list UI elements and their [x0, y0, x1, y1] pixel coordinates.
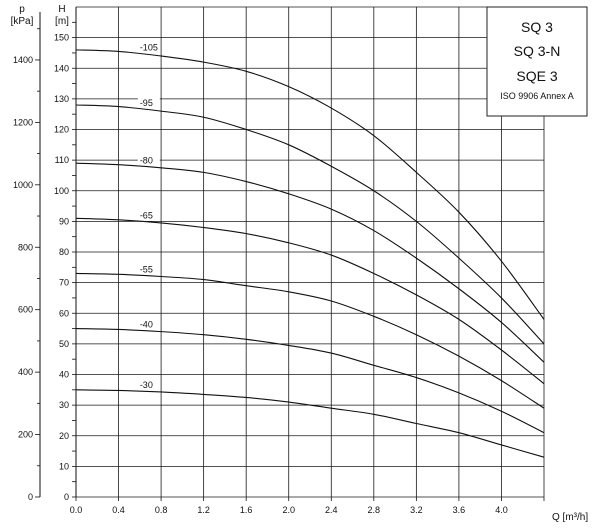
legend-standard: ISO 9906 Annex A — [500, 91, 574, 101]
head-axis-label-top: H — [58, 4, 65, 15]
head-tick-label: 110 — [55, 155, 69, 165]
pressure-tick-label: 800 — [18, 242, 33, 252]
curve-1 — [75, 104, 545, 345]
axes — [35, 7, 545, 501]
head-tick-label: 120 — [54, 125, 69, 135]
curve-label-1: -95 — [140, 98, 153, 108]
pressure-axis-label-top: p — [19, 4, 25, 15]
tick-labels: 0 10 20 30 40 50 60 70 80 90 100 110 120 130 140 150 0 20… — [13, 33, 508, 515]
curves: -105 -95 -80 -65 -55 -40 -30 — [75, 42, 545, 458]
head-tick-label: 20 — [59, 431, 69, 441]
legend-line-2: SQ 3-N — [514, 43, 561, 59]
x-tick-label: 1.2 — [197, 505, 210, 515]
head-tick-label: 50 — [59, 339, 69, 349]
pressure-tick-label: 0 — [28, 492, 33, 502]
head-tick-label: 60 — [59, 308, 69, 318]
pressure-tick-label: 400 — [18, 367, 33, 377]
curve-3 — [75, 217, 545, 385]
curve-label-background — [137, 97, 160, 108]
curve-label-3: -65 — [140, 210, 153, 220]
head-tick-label: 130 — [54, 94, 69, 104]
head-tick-label: 100 — [54, 186, 69, 196]
curve-label-4: -55 — [140, 264, 153, 274]
curve-label-background — [137, 380, 160, 391]
curve-0 — [75, 49, 545, 320]
x-tick-label: 0.8 — [155, 505, 168, 515]
pressure-axis-label-unit: [kPa] — [11, 16, 34, 27]
curve-label-background — [137, 264, 160, 275]
curve-label-5: -40 — [140, 320, 153, 330]
curve-6 — [75, 389, 545, 458]
curve-label-6: -30 — [140, 380, 153, 390]
x-tick-label: 0.0 — [70, 505, 83, 515]
curve-2 — [75, 162, 545, 363]
grid — [75, 6, 545, 498]
head-tick-label: 40 — [59, 370, 69, 380]
pressure-tick-label: 1000 — [13, 180, 33, 190]
x-tick-label: 4.0 — [495, 505, 508, 515]
curve-label-2: -80 — [140, 155, 153, 165]
x-axis-label: Q [m³/h] — [552, 512, 588, 523]
head-tick-label: 90 — [59, 216, 69, 226]
legend-line-1: SQ 3 — [521, 19, 553, 35]
head-tick-label: 140 — [54, 63, 69, 73]
curve-label-background — [137, 210, 160, 221]
x-tick-label: 2.8 — [368, 505, 381, 515]
curve-label-background — [137, 155, 160, 166]
x-tick-label: 1.6 — [240, 505, 253, 515]
head-tick-label: 0 — [64, 492, 69, 502]
x-tick-label: 2.4 — [325, 505, 338, 515]
head-tick-label: 80 — [59, 247, 69, 257]
head-axis-label-unit: [m] — [55, 16, 69, 27]
curve-4 — [75, 272, 545, 409]
pressure-tick-label: 1400 — [13, 55, 33, 65]
head-tick-label: 30 — [59, 400, 69, 410]
curve-5 — [75, 328, 545, 434]
head-tick-label: 150 — [54, 33, 69, 43]
pressure-tick-label: 600 — [18, 305, 33, 315]
curve-label-background — [137, 319, 160, 330]
pressure-tick-label: 1200 — [13, 117, 33, 127]
head-tick-label: 10 — [59, 461, 69, 471]
x-tick-label: 3.6 — [453, 505, 466, 515]
x-tick-label: 3.2 — [410, 505, 423, 515]
pressure-tick-label: 200 — [18, 430, 33, 440]
x-tick-label: 2.0 — [282, 505, 295, 515]
curve-label-0: -105 — [140, 43, 158, 53]
curve-label-background — [137, 42, 160, 53]
legend-line-3: SQE 3 — [516, 68, 557, 84]
legend-box: SQ 3 SQ 3-N SQE 3 ISO 9906 Annex A — [486, 6, 588, 117]
x-tick-label: 0.4 — [112, 505, 125, 515]
head-tick-label: 70 — [59, 278, 69, 288]
